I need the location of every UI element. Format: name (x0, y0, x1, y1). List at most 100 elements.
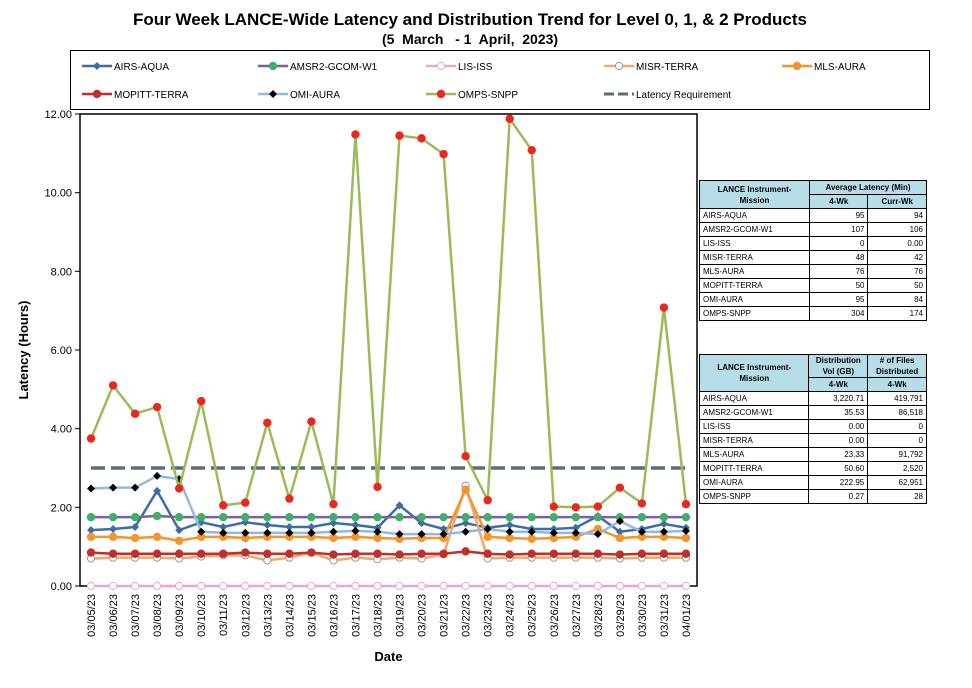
distribution-table-row: MOPITT-TERRA 50.60 2,520 (698, 461, 927, 476)
data-point (285, 549, 294, 558)
latency-table-col1-header: LANCE Instrument-Mission (698, 180, 811, 209)
data-point (395, 550, 404, 559)
data-point (86, 532, 96, 542)
data-point (329, 533, 338, 543)
data-point (417, 134, 426, 143)
series-amsr2-gcom-w1 (86, 511, 691, 522)
data-point (196, 532, 206, 542)
data-point (505, 533, 514, 543)
data-point (285, 523, 294, 531)
data-point (461, 519, 470, 528)
data-point (505, 114, 514, 123)
latency-table-cell-name: AIRS-AQUA (698, 208, 811, 223)
data-point (395, 530, 404, 539)
legend-marker (269, 90, 277, 98)
data-point (87, 484, 96, 493)
data-point (527, 145, 536, 155)
latency-table-cell-b: 50 (867, 278, 927, 293)
data-point (417, 530, 426, 539)
distribution-table-cell-a: 3,220.71 (808, 391, 869, 406)
data-point (108, 381, 118, 390)
data-point (86, 581, 96, 591)
data-point (593, 524, 603, 534)
legend-box (70, 50, 930, 110)
legend-label: MOPITT-TERRA (114, 90, 189, 101)
data-point (153, 581, 162, 591)
x-axis-label: Date (374, 649, 402, 664)
data-point (615, 527, 624, 536)
x-tick-label: 03/14/23 (284, 594, 296, 637)
data-point (131, 483, 140, 492)
data-point (373, 527, 382, 536)
data-point (130, 409, 140, 418)
data-point (329, 581, 338, 591)
chart-title: Four Week LANCE-Wide Latency and Distrib… (133, 10, 807, 29)
data-point (659, 527, 668, 536)
data-point (351, 526, 360, 535)
data-point (483, 581, 492, 591)
data-point (659, 581, 669, 591)
chart-subtitle: (5 March - 1 April, 2023) (381, 31, 559, 47)
legend-label: OMI-AURA (290, 90, 340, 101)
distribution-table-cell-b: 62,951 (867, 475, 927, 490)
distribution-table-cell-name: AMSR2-GCOM-W1 (698, 405, 810, 420)
data-point (241, 512, 250, 522)
latency-table-cell-b: 0.00 (867, 236, 927, 251)
data-point (527, 512, 536, 522)
distribution-table-row: MISR-TERRA 0.00 0 (698, 433, 927, 448)
data-point (351, 532, 360, 542)
data-point (174, 536, 184, 545)
data-point (329, 527, 338, 536)
distribution-table-cell-a: 222.95 (808, 475, 869, 490)
data-point (461, 547, 470, 556)
data-point (505, 581, 514, 591)
legend-item: AMSR2-GCOM-W1 (258, 61, 378, 73)
latency-table-cell-b: 42 (867, 250, 927, 265)
data-point (196, 549, 206, 558)
latency-table-cell-name: OMPS-SNPP (698, 306, 811, 321)
distribution-table-sub-b: 4-Wk (867, 377, 927, 392)
data-point (505, 550, 514, 559)
distribution-table-col1-header: LANCE Instrument-Mission (698, 354, 810, 392)
data-point (307, 512, 316, 522)
latency-table-sub-b: Curr-Wk (867, 194, 927, 209)
data-point (373, 482, 382, 492)
legend-label: MISR-TERRA (636, 62, 699, 73)
legend-marker (93, 62, 101, 70)
latency-table-cell-b: 76 (867, 264, 927, 279)
x-tick-label: 03/05/23 (86, 594, 98, 637)
data-point (175, 581, 184, 591)
data-point (461, 527, 470, 536)
latency-table-cell-a: 76 (809, 264, 869, 279)
latency-table-row: AIRS-AQUA 95 94 (698, 208, 927, 223)
legend-label: AIRS-AQUA (114, 62, 169, 73)
x-tick-label: 03/08/23 (152, 594, 164, 637)
data-point (152, 549, 162, 558)
data-point (351, 521, 360, 530)
x-tick-label: 03/31/23 (659, 594, 671, 637)
data-point (527, 581, 536, 591)
latency-table-cell-name: MISR-TERRA (698, 250, 811, 265)
x-tick-label: 03/29/23 (615, 594, 627, 637)
data-point (263, 549, 272, 558)
data-point (219, 523, 228, 531)
latency-table-cell-a: 95 (809, 208, 869, 223)
distribution-table: LANCE Instrument-Mission Distribution Vo… (698, 354, 927, 504)
latency-table-row: LIS-ISS 0 0.00 (698, 236, 927, 251)
data-point (263, 418, 272, 427)
data-point (681, 533, 691, 543)
data-point (130, 549, 140, 558)
data-point (86, 512, 96, 522)
data-point (593, 530, 602, 539)
data-point (108, 549, 118, 558)
x-tick-label: 03/27/23 (571, 594, 583, 637)
latency-table-cell-name: OMI-AURA (698, 292, 811, 307)
y-tick-label: 10.00 (44, 188, 72, 200)
data-point (130, 581, 140, 591)
distribution-table-cell-name: MLS-AURA (698, 447, 810, 462)
legend-marker (436, 89, 446, 99)
data-point (615, 550, 625, 559)
data-point (152, 402, 162, 412)
data-point (549, 512, 558, 522)
data-point (307, 581, 316, 591)
